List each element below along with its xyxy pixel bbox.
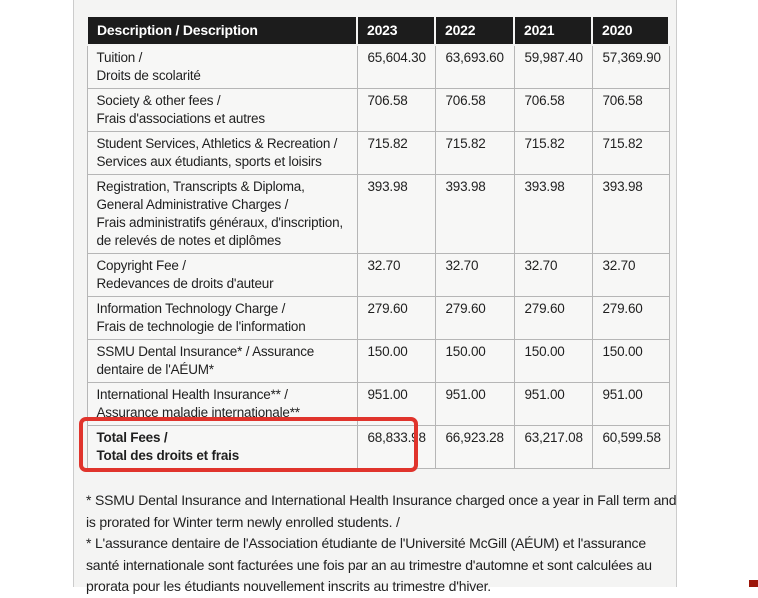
fee-description: SSMU Dental Insurance* / Assurance denta… xyxy=(86,339,358,383)
fee-description: Society & other fees / Frais d'associatio… xyxy=(86,88,358,132)
fee-row: Student Services, Athletics & Recreation… xyxy=(86,131,670,175)
fee-value: 32.70 xyxy=(513,253,593,297)
content-panel: Description / Description 2023 2022 2021… xyxy=(73,0,677,594)
fee-value: 715.82 xyxy=(434,131,515,175)
footnote-english: * SSMU Dental Insurance and Internationa… xyxy=(86,492,677,530)
fee-value: 393.98 xyxy=(434,174,515,254)
fee-value: 32.70 xyxy=(591,253,670,297)
fee-value: 715.82 xyxy=(513,131,593,175)
fee-value: 32.70 xyxy=(434,253,515,297)
fee-value: 279.60 xyxy=(591,296,670,340)
fee-description: Student Services, Athletics & Recreation… xyxy=(86,131,358,175)
fee-value: 715.82 xyxy=(591,131,670,175)
column-header-2023: 2023 xyxy=(356,15,436,46)
fee-row: SSMU Dental Insurance* / Assurance denta… xyxy=(86,339,670,383)
column-header-2021: 2021 xyxy=(513,15,593,46)
fee-value: 393.98 xyxy=(513,174,593,254)
fee-value: 706.58 xyxy=(513,88,593,132)
header-row: Description / Description 2023 2022 2021… xyxy=(86,15,670,46)
fee-row: Information Technology Charge / Frais de … xyxy=(86,296,670,340)
fee-value: 150.00 xyxy=(356,339,436,383)
fee-value: 706.58 xyxy=(434,88,515,132)
fees-table-body: Tuition / Droits de scolarité 65,604.30 63,… xyxy=(86,44,670,469)
fee-value: 951.00 xyxy=(356,382,436,426)
fee-value: 63,217.08 xyxy=(513,425,593,469)
fee-value: 706.58 xyxy=(356,88,436,132)
fee-value: 68,833.98 xyxy=(356,425,436,469)
fee-row: Tuition / Droits de scolarité 65,604.30 63,… xyxy=(86,44,670,89)
fee-row: Copyright Fee / Redevances de droits d'au… xyxy=(86,253,670,297)
column-header-2022: 2022 xyxy=(434,15,515,46)
fee-value: 706.58 xyxy=(591,88,670,132)
fee-value: 65,604.30 xyxy=(356,44,436,89)
fee-value: 951.00 xyxy=(591,382,670,426)
total-row: Total Fees / Total des droits et frais 68,… xyxy=(86,425,670,469)
fee-value: 279.60 xyxy=(434,296,515,340)
fee-description: International Health Insurance** / Assur… xyxy=(86,382,358,426)
fee-description: Information Technology Charge / Frais de … xyxy=(86,296,358,340)
fee-value: 279.60 xyxy=(513,296,593,340)
fee-description: Copyright Fee / Redevances de droits d'au… xyxy=(86,253,358,297)
footnotes: * SSMU Dental Insurance and Internationa… xyxy=(86,490,678,598)
fee-row: Registration, Transcripts & Diploma, Gen… xyxy=(86,174,670,254)
fee-value: 32.70 xyxy=(356,253,436,297)
column-header-description: Description / Description xyxy=(86,15,358,46)
fee-value: 63,693.60 xyxy=(434,44,515,89)
column-header-2020: 2020 xyxy=(591,15,670,46)
fee-value: 150.00 xyxy=(434,339,515,383)
fees-table: Description / Description 2023 2022 2021… xyxy=(86,15,670,469)
fee-value: 150.00 xyxy=(513,339,593,383)
fee-value: 393.98 xyxy=(591,174,670,254)
fee-description: Registration, Transcripts & Diploma, Gen… xyxy=(86,174,358,254)
fee-description: Total Fees / Total des droits et frais xyxy=(86,425,358,469)
fee-row: Society & other fees / Frais d'associatio… xyxy=(86,88,670,132)
fee-value: 715.82 xyxy=(356,131,436,175)
fee-value: 951.00 xyxy=(434,382,515,426)
fee-value: 393.98 xyxy=(356,174,436,254)
fee-value: 60,599.58 xyxy=(591,425,670,469)
footnote-french: * L'assurance dentaire de l'Association … xyxy=(86,535,652,594)
fee-value: 66,923.28 xyxy=(434,425,515,469)
fee-value: 279.60 xyxy=(356,296,436,340)
fee-description: Tuition / Droits de scolarité xyxy=(86,44,358,89)
red-corner-mark xyxy=(749,580,758,587)
fee-value: 150.00 xyxy=(591,339,670,383)
fee-value: 59,987.40 xyxy=(513,44,593,89)
fee-row: International Health Insurance** / Assur… xyxy=(86,382,670,426)
fee-value: 57,369.90 xyxy=(591,44,670,89)
fee-value: 951.00 xyxy=(513,382,593,426)
